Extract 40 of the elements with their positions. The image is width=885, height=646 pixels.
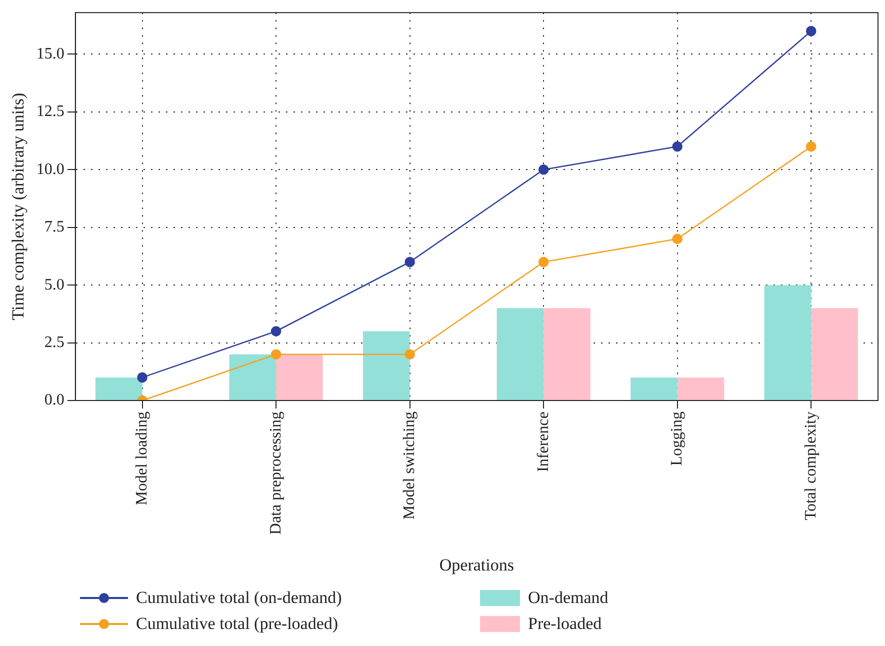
point (806, 26, 816, 36)
x-tick-label: Model switching (401, 412, 418, 520)
bar (764, 285, 812, 400)
bar (544, 308, 590, 400)
legend-label: Cumulative total (on-demand) (136, 588, 342, 608)
bar (496, 308, 544, 400)
bar (677, 377, 724, 400)
point (538, 256, 549, 268)
x-tick-label: Inference (534, 412, 552, 472)
point (806, 141, 816, 152)
legend-label: On-demand (528, 588, 608, 608)
bar (276, 354, 323, 400)
y-axis-title: Time complexity (arbitrary units) (8, 92, 28, 320)
x-tick-label: Data preprocessing (267, 412, 284, 535)
y-tick-label: 5.0 (44, 276, 64, 294)
point (538, 164, 549, 175)
y-tick-label: 10.0 (36, 160, 64, 178)
legend-label: Cumulative total (pre-loaded) (136, 614, 338, 634)
y-tick-label: 0.0 (44, 392, 64, 409)
point (270, 326, 282, 336)
point (404, 256, 415, 268)
point (270, 349, 282, 360)
point (672, 234, 682, 244)
x-axis-title: Operations (439, 555, 514, 574)
bar (95, 377, 142, 400)
point (404, 349, 415, 360)
bar (630, 377, 678, 400)
legend-label: Pre-loaded (528, 614, 602, 634)
x-tick-label: Total complexity (802, 412, 820, 520)
y-tick-label: 15.0 (36, 45, 64, 62)
point (672, 141, 682, 152)
bar (363, 331, 410, 400)
bar (229, 354, 276, 400)
y-tick-label: 7.5 (44, 218, 64, 236)
bar (811, 308, 858, 400)
x-tick-label: Logging (668, 412, 686, 466)
point (137, 372, 148, 383)
x-tick-label: Model loading (133, 412, 150, 506)
y-tick-label: 12.5 (36, 103, 64, 120)
y-tick-label: 2.5 (44, 334, 64, 352)
